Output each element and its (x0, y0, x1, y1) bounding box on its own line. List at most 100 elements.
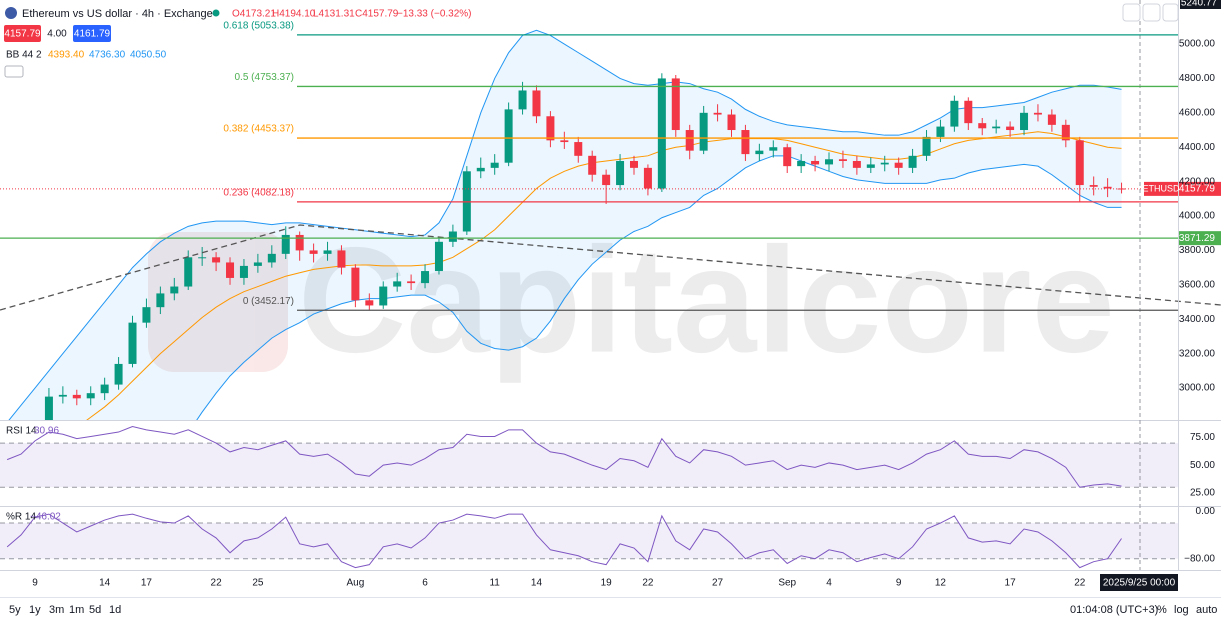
x-tick-label: 25 (252, 578, 264, 589)
last-price-label: 4157.79 (1179, 184, 1216, 195)
clock: 01:04:08 (UTC+3) (1070, 604, 1158, 616)
x-tick-label: 9 (32, 578, 38, 589)
y-tick-label: 5000.00 (1179, 39, 1216, 50)
candle-body (309, 250, 318, 254)
candle-body (184, 257, 193, 287)
x-tick-label: 14 (531, 578, 543, 589)
watermark-logo (148, 232, 288, 372)
candle-body (490, 162, 499, 168)
symbol-title: Ethereum vs US dollar · 4h · Exchange (22, 8, 213, 20)
candle-body (838, 159, 847, 161)
x-tick-label: 22 (1074, 578, 1086, 589)
support-label: 3871.29 (1179, 233, 1216, 244)
candle-body (239, 265, 248, 278)
bb-basis: 4393.40 (48, 50, 85, 61)
indicator-title: %R 14 (6, 512, 36, 523)
range-button[interactable]: 5d (89, 604, 101, 616)
indicator-value: 30.96 (34, 426, 59, 437)
candle-body (407, 281, 416, 284)
ohlc-low: L4131.31 (313, 9, 355, 20)
x-tick-label: 22 (211, 578, 223, 589)
candle-body (936, 126, 945, 137)
candle-body (295, 234, 304, 251)
ohlc-high: H4194.10 (272, 9, 316, 20)
buy-box[interactable] (73, 25, 111, 42)
indicator-band (0, 523, 1178, 559)
bb-upper: 4736.30 (89, 50, 126, 61)
candle-body (894, 162, 903, 168)
crosshair-price: 5240.77 (1181, 0, 1218, 9)
crosshair-price-box (1180, 0, 1221, 9)
range-button[interactable]: 1d (109, 604, 121, 616)
fib-label: 0.618 (5053.38) (223, 20, 294, 31)
candle-body (337, 250, 346, 268)
scale-option[interactable]: auto (1196, 604, 1217, 616)
crosshair-time: 2025/9/25 00:00 (1103, 578, 1176, 589)
candle-body (476, 167, 485, 172)
candle-body (281, 234, 290, 254)
candle-body (351, 267, 360, 301)
candle-body (769, 147, 778, 151)
candle-body (685, 130, 694, 151)
x-tick-label: 14 (99, 578, 111, 589)
fib-label: 0 (3452.17) (243, 296, 294, 307)
y-tick-label: 3800.00 (1179, 245, 1216, 256)
y-tick-label: 4600.00 (1179, 107, 1216, 118)
candle-body (866, 164, 875, 168)
candle-body (44, 396, 53, 420)
band-basis (86, 131, 1122, 420)
candle-body (629, 160, 638, 168)
button[interactable] (1122, 3, 1141, 22)
scale-option[interactable]: % (1157, 604, 1167, 616)
x-tick-label: 9 (896, 578, 902, 589)
range-button[interactable]: 1m (69, 604, 84, 616)
candle-body (964, 100, 973, 124)
market-status (212, 9, 220, 17)
last-price-box (1179, 181, 1221, 196)
candle-body (393, 281, 402, 287)
x-tick-label: Sep (778, 578, 796, 589)
candle-body (226, 262, 235, 278)
symbol-label: ETHUSD (1142, 183, 1180, 193)
button[interactable] (1142, 3, 1161, 22)
button[interactable] (1162, 3, 1179, 22)
support-label-box (1179, 231, 1221, 246)
scale-option[interactable]: log (1174, 604, 1189, 616)
candle-body (448, 231, 457, 242)
candle-body (574, 142, 583, 156)
collapse-button[interactable] (4, 65, 24, 78)
y-tick-label: 4400.00 (1179, 142, 1216, 153)
sell-box[interactable] (4, 25, 41, 42)
candle-body (504, 109, 513, 163)
indicator-band (0, 443, 1178, 488)
y-tick-label: 50.00 (1190, 460, 1215, 471)
candle-body (421, 271, 430, 284)
y-tick-label: 4000.00 (1179, 211, 1216, 222)
top-buttons (1122, 3, 1179, 22)
band-fill (9, 30, 1122, 420)
candle-body (602, 174, 611, 186)
candle-body (365, 300, 374, 306)
sell-price[interactable]: 4157.79 (4, 29, 41, 40)
candle-body (434, 241, 443, 272)
candle-body (128, 322, 137, 364)
x-tick-label: 17 (141, 578, 153, 589)
candle-body (811, 160, 820, 165)
spread: 4.00 (47, 29, 67, 40)
range-button[interactable]: 3m (49, 604, 64, 616)
candle-body (212, 257, 221, 263)
range-button[interactable]: 1y (29, 604, 41, 616)
candle-body (950, 100, 959, 127)
candle-body (1089, 185, 1098, 187)
candle-body (588, 155, 597, 175)
y-tick-label: 75.00 (1190, 432, 1215, 443)
candle-body (379, 286, 388, 306)
buy-price[interactable]: 4161.79 (74, 29, 111, 40)
candle-body (518, 90, 527, 110)
candle-body (100, 384, 109, 394)
candle-body (643, 167, 652, 189)
candle-body (1061, 124, 1070, 141)
band-upper (8, 29, 1122, 420)
range-button[interactable]: 5y (9, 604, 21, 616)
